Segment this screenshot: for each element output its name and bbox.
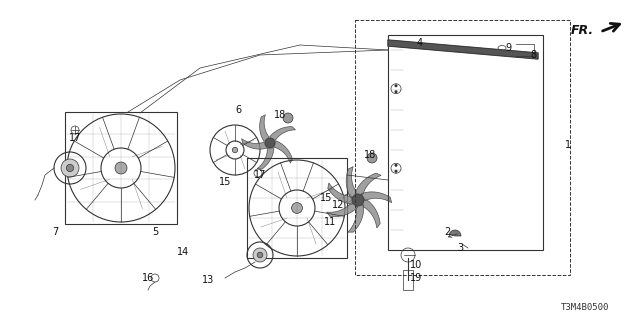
Bar [247, 158, 347, 258]
Circle shape [232, 147, 237, 153]
Polygon shape [326, 203, 358, 217]
Circle shape [394, 164, 397, 167]
Text: 5: 5 [152, 227, 158, 237]
Circle shape [394, 170, 397, 173]
Circle shape [61, 159, 79, 177]
Text: 18: 18 [274, 110, 286, 120]
Circle shape [367, 153, 377, 163]
Text: 3: 3 [457, 243, 463, 253]
Polygon shape [269, 127, 296, 140]
Text: 8: 8 [530, 50, 536, 60]
Polygon shape [388, 40, 538, 59]
Polygon shape [346, 166, 357, 198]
Text: 17: 17 [69, 133, 81, 143]
Polygon shape [348, 205, 364, 232]
Circle shape [394, 84, 397, 87]
Bar [65, 112, 177, 224]
Text: 2: 2 [444, 227, 450, 237]
Polygon shape [355, 173, 381, 195]
Text: 15: 15 [219, 177, 231, 187]
Text: 19: 19 [410, 273, 422, 283]
Polygon shape [275, 141, 292, 163]
Text: T3M4B0500: T3M4B0500 [561, 303, 609, 313]
Text: 14: 14 [177, 247, 189, 257]
Text: 7: 7 [52, 227, 58, 237]
Text: 13: 13 [202, 275, 214, 285]
Circle shape [115, 162, 127, 174]
Text: 12: 12 [332, 200, 344, 210]
Text: 1: 1 [565, 140, 571, 150]
Text: FR.: FR. [571, 23, 594, 36]
Text: 11: 11 [324, 217, 336, 227]
Circle shape [257, 252, 263, 258]
Circle shape [67, 164, 74, 172]
Polygon shape [362, 192, 392, 203]
Circle shape [253, 248, 267, 262]
Wedge shape [449, 230, 461, 236]
Circle shape [394, 90, 397, 93]
Text: 6: 6 [235, 105, 241, 115]
Bar [355, 20, 570, 275]
Polygon shape [257, 148, 274, 169]
Text: 9: 9 [505, 43, 511, 53]
Text: 17: 17 [254, 170, 266, 180]
Bar [388, 35, 543, 250]
Bar [403, 270, 413, 290]
Text: 16: 16 [142, 273, 154, 283]
Text: 15: 15 [320, 193, 332, 203]
Circle shape [265, 138, 275, 148]
Text: 18: 18 [364, 150, 376, 160]
Polygon shape [242, 139, 267, 149]
Circle shape [292, 203, 303, 213]
Polygon shape [328, 183, 352, 204]
Circle shape [283, 113, 293, 123]
Polygon shape [260, 115, 269, 141]
Circle shape [352, 194, 364, 206]
Text: 4: 4 [417, 38, 423, 48]
Text: 10: 10 [410, 260, 422, 270]
Polygon shape [362, 199, 380, 228]
